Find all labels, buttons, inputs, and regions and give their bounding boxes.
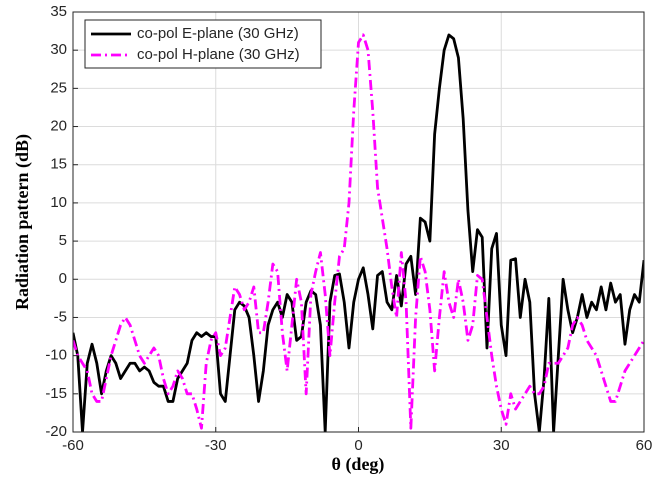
y-tick-label: 5 (59, 232, 67, 249)
y-tick-label: -15 (45, 385, 67, 402)
series-line (73, 33, 644, 430)
legend-label: co-pol H-plane (30 GHz) (137, 46, 300, 63)
y-tick-label: -20 (45, 423, 67, 440)
x-tick-label: -30 (205, 437, 227, 454)
y-tick-label: 10 (50, 194, 67, 211)
y-tick-label: 35 (50, 3, 67, 20)
series-line (73, 33, 644, 432)
y-tick-label: 0 (59, 270, 67, 287)
y-axis-label: Radiation pattern (dB) (12, 134, 33, 310)
legend-label: co-pol E-plane (30 GHz) (137, 25, 299, 42)
x-tick-label: 0 (354, 437, 362, 454)
y-tick-label: -10 (45, 347, 67, 364)
y-tick-label: 20 (50, 118, 67, 135)
x-tick-label: 60 (636, 437, 653, 454)
x-tick-label: 30 (493, 437, 510, 454)
legend-box (84, 19, 322, 69)
x-axis-label: θ (deg) (332, 454, 385, 475)
y-tick-label: -5 (54, 308, 67, 325)
x-tick-label: -60 (62, 437, 84, 454)
y-tick-label: 30 (50, 41, 67, 58)
y-tick-label: 15 (50, 156, 67, 173)
y-tick-label: 25 (50, 79, 67, 96)
